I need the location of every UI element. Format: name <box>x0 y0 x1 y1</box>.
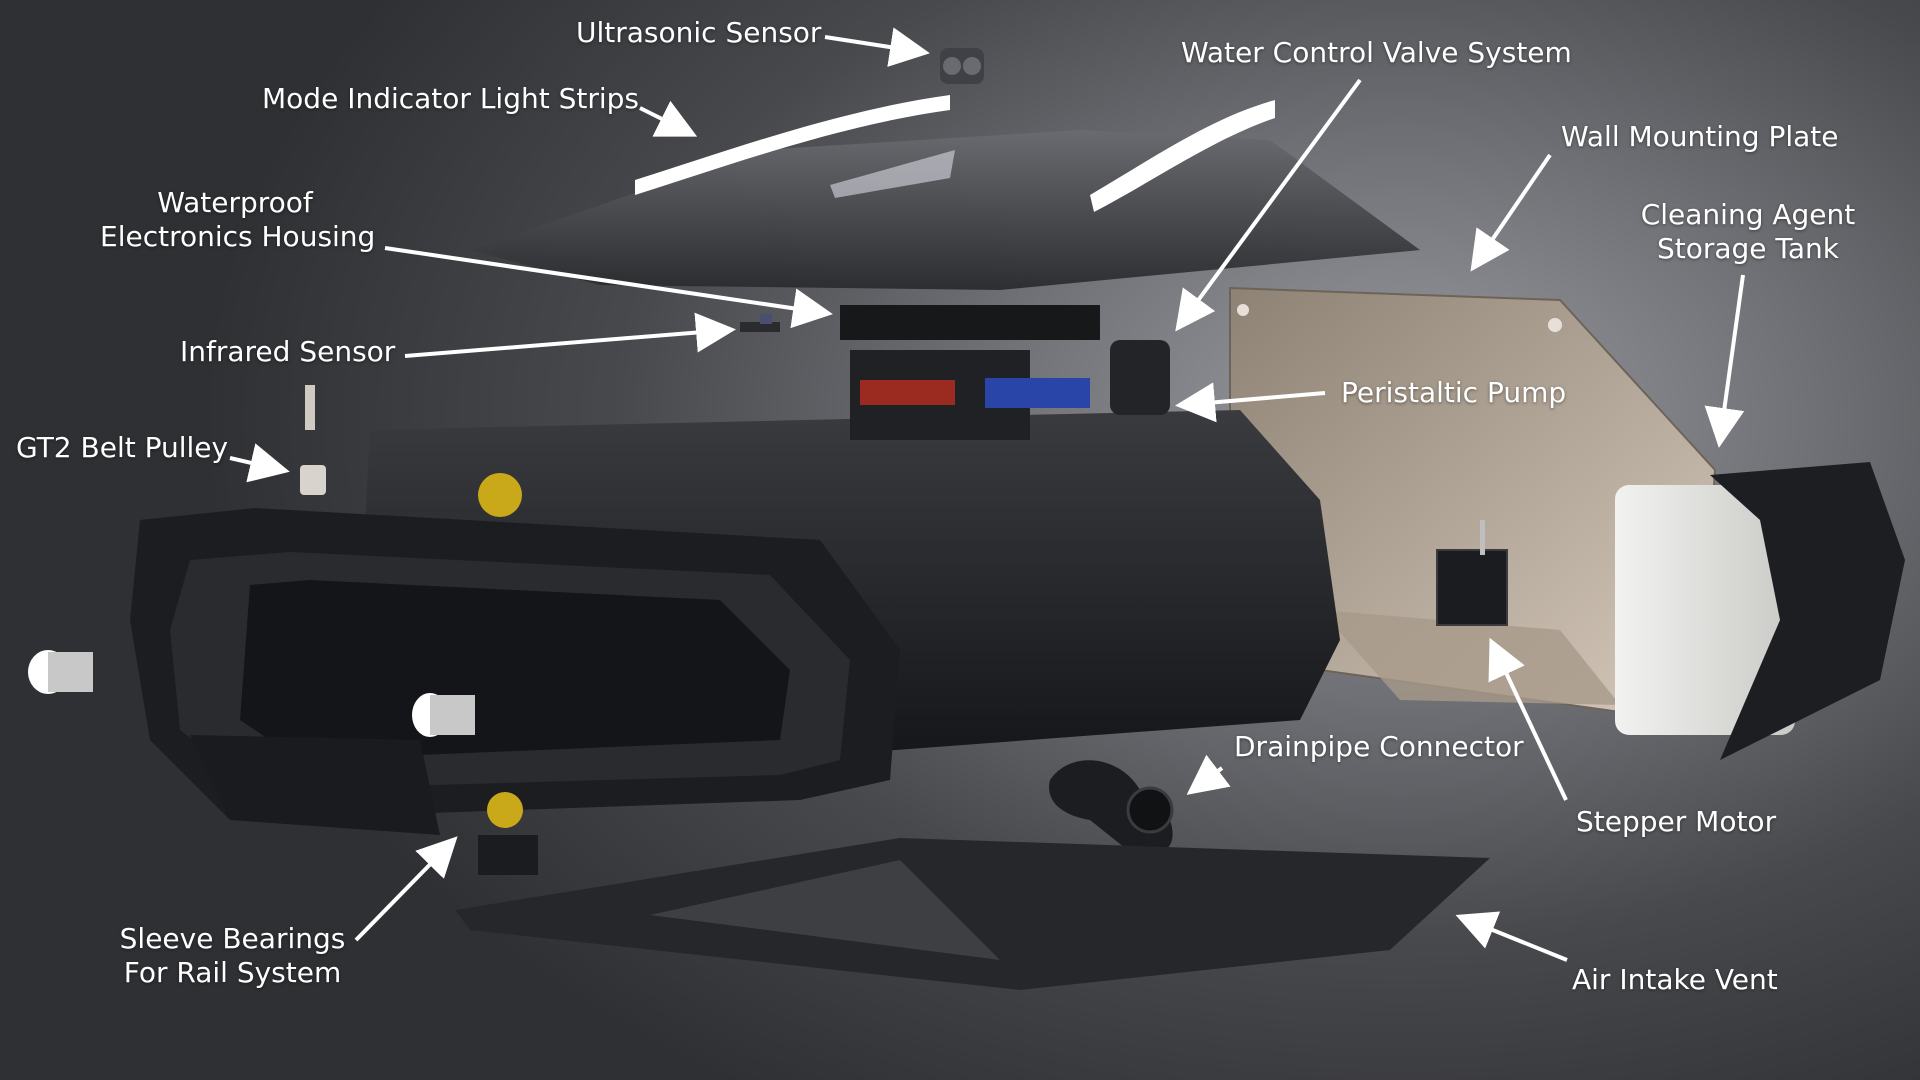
label-stepper-motor: Stepper Motor <box>1576 805 1777 838</box>
arrow-wall-mounting-plate <box>1470 153 1552 272</box>
label-mode-indicator-light-strips: Mode Indicator Light Strips <box>262 82 640 115</box>
label-ultrasonic-sensor: Ultrasonic Sensor <box>576 16 822 49</box>
arrow-air-intake-vent <box>1455 911 1568 962</box>
arrow-stepper-motor <box>1488 637 1568 801</box>
air-intake-vent-shape <box>455 838 1490 990</box>
leader-arrows <box>229 27 1745 962</box>
arrow-peristaltic-pump <box>1175 382 1326 423</box>
arrow-mode-indicator-light-strips <box>639 100 698 137</box>
label-air-intake-vent: Air Intake Vent <box>1572 963 1778 996</box>
label-waterproof-electronics-housing: Waterproof Electronics Housing <box>100 186 376 253</box>
label-infrared-sensor: Infrared Sensor <box>180 335 396 368</box>
arrow-cleaning-agent-storage-tank <box>1704 274 1745 448</box>
arrow-sleeve-bearings <box>354 836 458 942</box>
label-wall-mounting-plate: Wall Mounting Plate <box>1561 120 1839 153</box>
stepper-motor-shape <box>1436 520 1508 626</box>
drainpipe-connector-shape <box>1049 760 1174 855</box>
arrow-waterproof-electronics-housing <box>384 246 833 329</box>
label-sleeve-bearings-for-rail-system: Sleeve Bearings For Rail System <box>119 922 346 989</box>
label-water-control-valve-system: Water Control Valve System <box>1181 36 1572 69</box>
wall-mounting-plate-shape <box>1229 286 1717 714</box>
label-peristaltic-pump: Peristaltic Pump <box>1341 376 1567 409</box>
ultrasonic-sensor-shape <box>940 48 984 84</box>
top-lid-shape <box>470 130 1420 290</box>
pulley-and-gears-shape <box>300 385 538 875</box>
arrow-water-control-valve-system <box>1175 78 1362 332</box>
cleaning-agent-tank-shape <box>1615 462 1905 760</box>
infrared-sensor-shape <box>740 314 780 332</box>
electronics-housing-shape <box>840 305 1170 440</box>
main-body-shape <box>130 410 1340 835</box>
arrow-drainpipe-connector <box>1186 754 1231 795</box>
arrow-infrared-sensor <box>404 312 736 358</box>
arrow-ultrasonic-sensor <box>824 27 930 67</box>
arrow-gt2-belt-pulley <box>229 443 290 483</box>
light-strips-shape <box>635 95 1275 212</box>
label-gt2-belt-pulley: GT2 Belt Pulley <box>16 431 229 464</box>
label-cleaning-agent-storage-tank: Cleaning Agent Storage Tank <box>1640 198 1856 265</box>
sleeve-bearings-shape <box>28 650 475 737</box>
label-drainpipe-connector: Drainpipe Connector <box>1234 730 1524 763</box>
